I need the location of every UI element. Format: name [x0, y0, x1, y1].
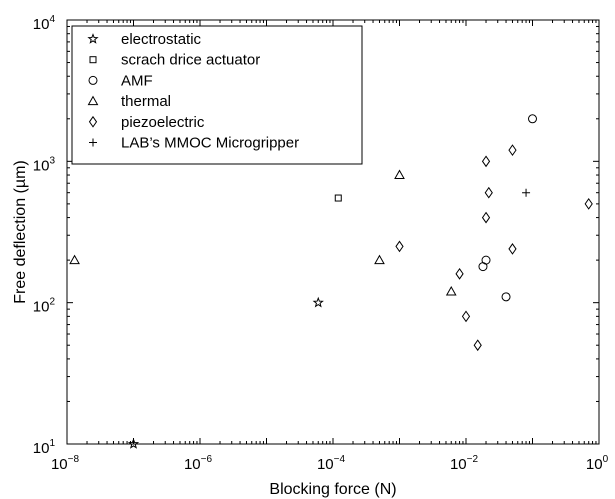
x-tick-labels: 10−8 10−6 10−4 10−2 100	[51, 454, 609, 473]
x-tick-label: 10−8	[51, 454, 80, 473]
y-axis-title: Free deflection (µm)	[12, 160, 29, 303]
data-point-lab-s-mmoc-microgripper	[522, 188, 531, 197]
data-point-scrach-drice-actuator	[334, 194, 342, 202]
x-tick-label: 10−2	[450, 454, 479, 473]
data-point-piezoelectric	[395, 240, 404, 253]
x-tick-label: 10−6	[184, 454, 213, 473]
data-point-amf	[528, 114, 537, 124]
legend-label: scrach drice actuator	[121, 52, 260, 69]
legend-label: LAB’s MMOC Microgripper	[121, 135, 299, 152]
data-point-electrostatic	[127, 438, 140, 449]
data-point-thermal	[69, 254, 80, 265]
data-point-piezoelectric	[481, 155, 491, 168]
data-point-piezoelectric	[461, 310, 471, 323]
y-tick-label: 103	[33, 155, 56, 174]
legend-items: electrostatic scrach drice actuator AMF the…	[87, 31, 299, 152]
legend-label: AMF	[121, 72, 153, 89]
data-point-piezoelectric	[584, 198, 593, 210]
legend-marker-lab-s-mmoc-microgripper	[89, 138, 97, 147]
y-tick-label: 104	[33, 14, 56, 33]
legend-marker-scrach-drice-actuator	[89, 56, 97, 64]
data-point-amf	[478, 262, 488, 272]
data-point-piezoelectric	[508, 144, 517, 157]
legend-label: electrostatic	[121, 31, 202, 48]
data-markers	[69, 114, 593, 449]
y-tick-label: 102	[33, 297, 56, 316]
legend: electrostatic scrach drice actuator AMF the…	[71, 25, 363, 165]
data-point-amf	[501, 292, 511, 302]
data-point-piezoelectric	[508, 243, 517, 255]
data-point-thermal	[445, 285, 457, 296]
y-tick-labels: 101 102 103 104	[33, 14, 56, 457]
axis-ticks	[66, 19, 600, 445]
legend-marker-thermal	[87, 95, 99, 106]
data-point-piezoelectric	[484, 186, 493, 199]
legend-label: piezoelectric	[121, 114, 205, 131]
legend-marker-electrostatic	[87, 33, 99, 44]
y-tick-label: 101	[33, 438, 56, 457]
data-point-piezoelectric	[455, 267, 464, 280]
data-point-electrostatic	[312, 296, 324, 308]
x-axis-title: Blocking force (N)	[269, 481, 396, 498]
x-tick-label: 100	[586, 454, 609, 473]
x-tick-label: 10−4	[317, 454, 346, 473]
legend-label: thermal	[121, 93, 171, 110]
legend-box	[71, 25, 363, 165]
data-point-thermal	[374, 254, 385, 265]
data-point-thermal	[394, 169, 405, 180]
data-point-piezoelectric	[481, 211, 491, 224]
legend-marker-piezoelectric	[88, 115, 98, 128]
data-point-piezoelectric	[473, 339, 482, 352]
legend-marker-amf	[88, 75, 98, 85]
